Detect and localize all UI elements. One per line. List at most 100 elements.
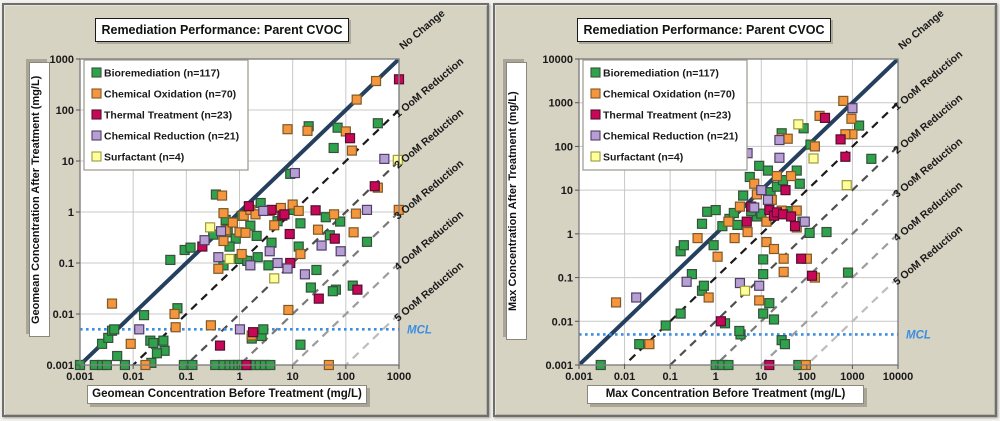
data-point (351, 94, 362, 105)
data-point (311, 264, 322, 276)
legend-label: Thermal Treatment (n=23) (603, 110, 731, 122)
data-point (785, 170, 797, 182)
data-point (634, 339, 645, 350)
x-tick-label: 0.01 (122, 371, 143, 383)
data-point (335, 246, 346, 257)
data-point (840, 151, 851, 162)
y-axis-title: Geomean Concentration After Treatment (m… (29, 62, 50, 337)
data-point (785, 211, 797, 222)
legend-label: Thermal Treatment (n=23) (104, 110, 232, 122)
legend-label: Chemical Oxidation (n=70) (603, 89, 735, 101)
data-point (761, 216, 772, 227)
data-point (708, 240, 719, 251)
data-point (754, 280, 765, 291)
data-point (287, 199, 298, 210)
data-point (771, 170, 782, 182)
x-tick-label: 100 (798, 371, 816, 383)
y-tick-label: 0.001 (46, 360, 74, 372)
data-point (234, 324, 246, 335)
data-point (350, 208, 362, 219)
x-tick-label: 1000 (840, 371, 864, 383)
ref-line-1oom (622, 101, 898, 365)
x-tick-label: 0.01 (614, 371, 635, 383)
data-point (170, 322, 181, 333)
data-point (316, 240, 327, 251)
chart-title: Remediation Performance: Parent CVOC (95, 18, 349, 42)
x-axis-title: Geomean Concentration Before Treatment (… (87, 385, 367, 404)
legend-label: Surfactant (n=4) (603, 152, 683, 164)
mcl-label: MCL (906, 329, 931, 341)
data-point (264, 246, 275, 257)
data-point (218, 208, 229, 219)
data-point (361, 204, 373, 215)
data-point (729, 232, 740, 244)
legend-swatch (91, 151, 102, 162)
chart-canvas: 0.001 0.01 0.1 1 10 100 1000 10000 10000 1000 100 1… (542, 7, 965, 383)
data-point (199, 235, 210, 246)
data-point (796, 253, 807, 264)
data-point (266, 237, 277, 248)
data-point (328, 142, 339, 154)
legend-swatch (590, 130, 601, 141)
data-point (125, 338, 136, 349)
data-point (728, 207, 739, 219)
data-point (252, 252, 263, 263)
data-point (263, 260, 274, 271)
y-tick-label: 0.01 (53, 309, 74, 321)
data-point (158, 335, 169, 346)
data-point (165, 254, 176, 266)
data-point (344, 133, 356, 144)
data-point (96, 338, 108, 349)
data-point (213, 252, 224, 263)
data-point (352, 284, 363, 295)
x-tick-label: 1000 (387, 371, 411, 383)
legend-label: Bioremediation (n=117) (603, 68, 719, 80)
data-point (106, 298, 118, 309)
data-point (794, 178, 805, 189)
y-tick-label: 1 (567, 229, 573, 241)
chart-title: Remediation Performance: Parent CVOC (577, 18, 831, 42)
data-point (698, 280, 709, 291)
data-point (809, 141, 820, 152)
data-point (151, 348, 163, 359)
data-point (299, 269, 311, 280)
x-tick-label: 0.001 (565, 371, 593, 383)
data-point (305, 282, 316, 293)
data-point (346, 145, 357, 156)
y-tick-label: 10 (62, 156, 74, 168)
data-point (372, 118, 383, 129)
ref-line-4oom (291, 261, 399, 365)
data-point (804, 227, 815, 239)
data-point (310, 205, 321, 216)
series-4-points (739, 119, 852, 296)
data-point (847, 103, 858, 114)
data-point (610, 297, 622, 308)
ref-line-label: No Change (896, 7, 946, 52)
data-point (678, 240, 689, 251)
series-4-points (205, 154, 403, 284)
data-point (808, 153, 819, 164)
data-point (283, 304, 294, 316)
data-point (866, 153, 877, 164)
data-point (631, 292, 642, 303)
data-point (328, 209, 340, 220)
data-point (734, 201, 746, 212)
data-point (732, 219, 743, 231)
data-point (258, 324, 269, 335)
data-point (819, 112, 831, 123)
data-point (236, 248, 247, 260)
x-tick-label: 10000 (883, 371, 914, 383)
data-point (348, 227, 359, 238)
data-point (205, 320, 217, 331)
data-point (723, 216, 734, 227)
data-point (754, 160, 765, 171)
data-point (686, 269, 697, 280)
data-point (289, 167, 300, 179)
legend-label: Chemical Oxidation (n=70) (104, 89, 236, 101)
data-point (185, 242, 196, 253)
data-point (754, 295, 765, 306)
y-tick-label: 0.01 (552, 316, 573, 328)
data-point (675, 308, 686, 319)
